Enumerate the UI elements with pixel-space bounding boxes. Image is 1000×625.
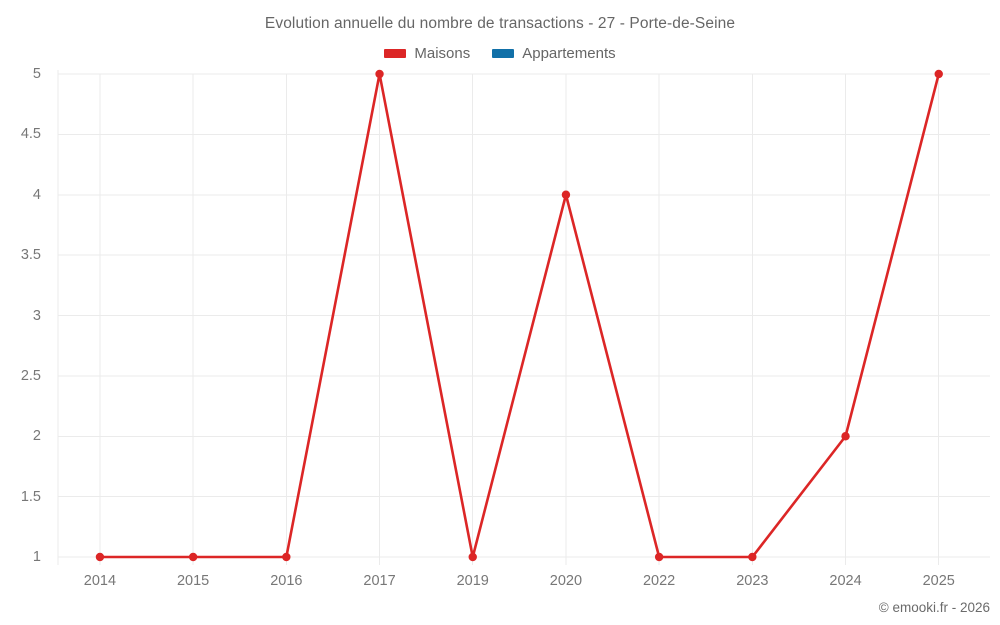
y-axis-tick-label: 2 <box>32 428 41 445</box>
x-axis-tick-label: 2014 <box>83 573 117 589</box>
y-axis-tick-label: 4.5 <box>20 126 41 143</box>
legend-label-appartements: Appartements <box>522 45 616 62</box>
x-axis-tick-label: 2022 <box>642 573 676 589</box>
copyright-credit: © emooki.fr - 2026 <box>878 600 990 615</box>
data-point-maisons[interactable] <box>561 190 571 199</box>
x-axis-tick-label: 2024 <box>829 573 862 589</box>
page-title: Evolution annuelle du nombre de transact… <box>264 15 736 32</box>
data-point-maisons[interactable] <box>375 69 384 79</box>
y-axis-tick-label: 5 <box>32 66 41 82</box>
legend-swatch-maisons <box>384 49 407 58</box>
data-point-maisons[interactable] <box>95 552 105 562</box>
series-line-maisons <box>98 72 941 559</box>
legend-item-maisons[interactable]: Maisons <box>384 45 470 62</box>
y-axis-tick-label: 2.5 <box>20 367 41 384</box>
y-axis-tick-label: 1.5 <box>20 488 41 505</box>
data-point-maisons[interactable] <box>934 69 943 79</box>
legend-item-appartements[interactable]: Appartements <box>492 45 616 62</box>
data-point-maisons[interactable] <box>748 552 757 562</box>
data-point-maisons[interactable] <box>282 552 291 562</box>
x-axis-tick-label: 2023 <box>736 573 769 589</box>
x-axis-tick-label: 2017 <box>363 573 396 589</box>
x-axis-tick-label: 2015 <box>176 573 210 589</box>
x-axis-tick-label: 2016 <box>270 573 303 589</box>
y-axis-tick-label: 4 <box>32 186 41 203</box>
x-axis-tick-label: 2025 <box>922 573 955 589</box>
legend-label-maisons: Maisons <box>414 45 471 62</box>
x-axis-tick-label: 2019 <box>456 573 489 589</box>
y-axis-tick-label: 1 <box>32 549 41 565</box>
legend-swatch-appartements <box>492 49 515 58</box>
data-point-maisons[interactable] <box>468 552 477 562</box>
y-axis-tick-label: 3 <box>32 307 41 324</box>
data-point-maisons[interactable] <box>841 432 850 441</box>
chart-legend: Maisons Appartements <box>0 45 1000 62</box>
x-axis-tick-label: 2020 <box>549 573 583 589</box>
data-point-maisons[interactable] <box>188 552 198 562</box>
y-axis-tick-label: 3.5 <box>20 247 41 264</box>
data-point-maisons[interactable] <box>654 552 664 562</box>
